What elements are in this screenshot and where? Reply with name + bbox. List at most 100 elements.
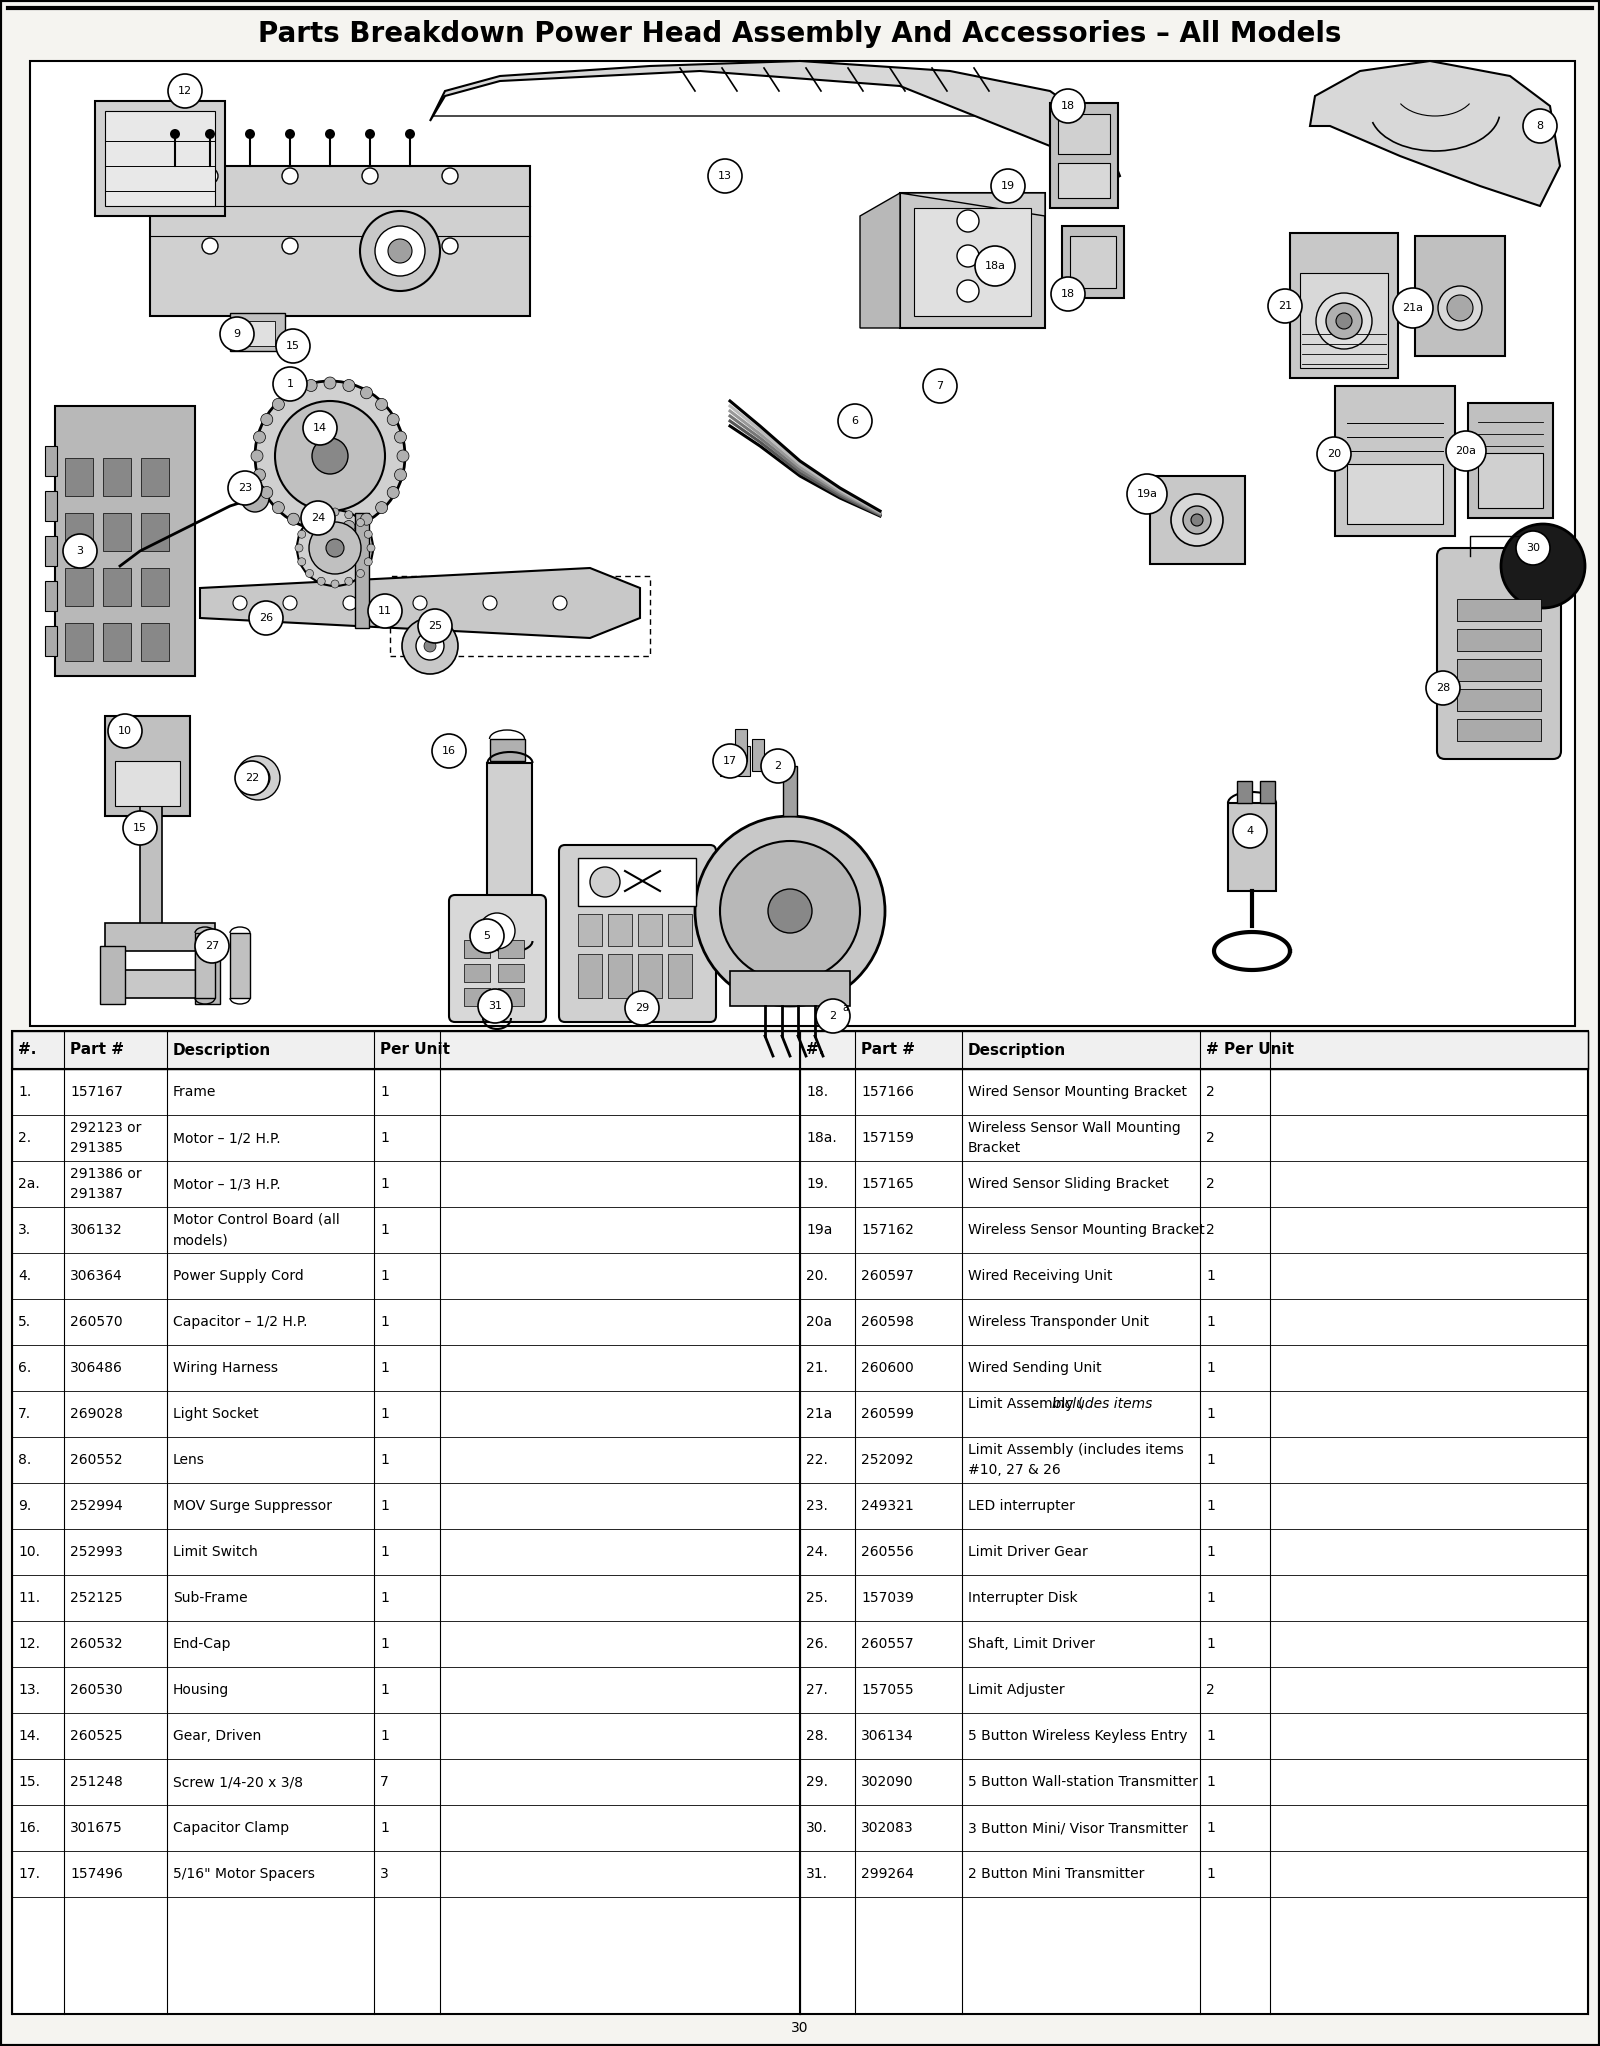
Bar [141,622,170,661]
Circle shape [202,237,218,254]
Bar [734,728,747,761]
Circle shape [413,595,427,610]
Circle shape [957,211,979,231]
Text: 25: 25 [427,622,442,630]
Text: Screw 1/4-20 x 3/8: Screw 1/4-20 x 3/8 [173,1776,302,1788]
Text: Description: Description [968,1043,1066,1058]
Bar [1469,403,1554,518]
Bar [1062,225,1123,299]
Circle shape [342,520,355,532]
Text: 21a: 21a [806,1408,832,1422]
Circle shape [360,514,373,526]
Text: 260598: 260598 [861,1316,914,1330]
Text: 2: 2 [1206,1084,1214,1099]
Circle shape [109,714,142,749]
Text: Part #: Part # [861,1043,915,1058]
Bar [638,953,662,998]
Text: Shaft, Limit Driver: Shaft, Limit Driver [968,1637,1094,1651]
Text: 2: 2 [1206,1224,1214,1238]
Circle shape [261,413,272,426]
Text: 21: 21 [1278,301,1293,311]
Text: 2: 2 [1206,1131,1214,1146]
Bar [13,1031,1587,2013]
Bar [1334,387,1454,536]
Text: 31: 31 [488,1000,502,1011]
Circle shape [360,211,440,291]
Text: 9.: 9. [18,1500,32,1512]
Circle shape [957,280,979,303]
Circle shape [923,368,957,403]
Text: 299264: 299264 [861,1868,914,1880]
Text: 301675: 301675 [70,1821,123,1835]
Circle shape [272,501,285,514]
Text: 1: 1 [381,1684,389,1696]
Text: 1: 1 [381,1729,389,1743]
Bar [1347,464,1443,524]
Text: # Per Unit: # Per Unit [1206,1043,1294,1058]
Text: 1: 1 [1206,1776,1214,1788]
Circle shape [1326,303,1362,340]
Text: 26: 26 [259,614,274,622]
Text: Capacitor – 1/2 H.P.: Capacitor – 1/2 H.P. [173,1316,307,1330]
Bar [782,765,797,816]
Circle shape [1051,276,1085,311]
Text: 260557: 260557 [861,1637,914,1651]
Bar [1058,164,1110,198]
Circle shape [365,559,373,567]
Circle shape [1317,438,1350,471]
Text: 260530: 260530 [70,1684,123,1696]
Text: 1: 1 [381,1408,389,1422]
Bar [1458,599,1541,622]
Bar [230,313,285,352]
Circle shape [368,593,402,628]
Bar [141,514,170,550]
Bar [240,321,275,346]
Text: 30: 30 [792,2021,808,2036]
Text: 1: 1 [381,1453,389,1467]
Text: 1: 1 [1206,1821,1214,1835]
Bar [195,945,221,1005]
Circle shape [301,501,334,534]
Text: 13.: 13. [18,1684,40,1696]
Circle shape [768,890,813,933]
Text: 157166: 157166 [861,1084,914,1099]
Text: 260600: 260600 [861,1361,914,1375]
Text: Motor – 1/3 H.P.: Motor – 1/3 H.P. [173,1176,280,1191]
Bar [1458,718,1541,741]
Bar [498,939,525,958]
Text: 20.: 20. [806,1269,827,1283]
Text: 1: 1 [286,379,293,389]
Circle shape [272,399,285,411]
Text: 16: 16 [442,747,456,757]
Circle shape [395,432,406,444]
Circle shape [298,530,306,538]
Bar [1458,659,1541,681]
Circle shape [234,595,246,610]
Text: 6: 6 [851,415,859,426]
Circle shape [957,246,979,266]
Circle shape [253,469,266,481]
Text: 291386 or: 291386 or [70,1166,142,1181]
Circle shape [306,379,317,391]
Text: 1: 1 [1206,1361,1214,1375]
Bar [1058,115,1110,153]
Circle shape [1051,88,1085,123]
Bar [66,622,93,661]
Bar [45,626,58,657]
Text: 21.: 21. [806,1361,829,1375]
Bar [45,491,58,522]
Circle shape [317,512,325,520]
Bar [141,569,170,606]
Text: Wireless Transponder Unit: Wireless Transponder Unit [968,1316,1149,1330]
Text: 1: 1 [381,1224,389,1238]
Circle shape [590,868,621,896]
Text: 15.: 15. [18,1776,40,1788]
Text: 1: 1 [381,1361,389,1375]
Circle shape [326,538,344,557]
Circle shape [374,225,426,276]
Text: Interrupter Disk: Interrupter Disk [968,1592,1078,1604]
Bar [638,915,662,945]
Polygon shape [861,192,899,327]
Text: 249321: 249321 [861,1500,914,1512]
Text: 260525: 260525 [70,1729,123,1743]
